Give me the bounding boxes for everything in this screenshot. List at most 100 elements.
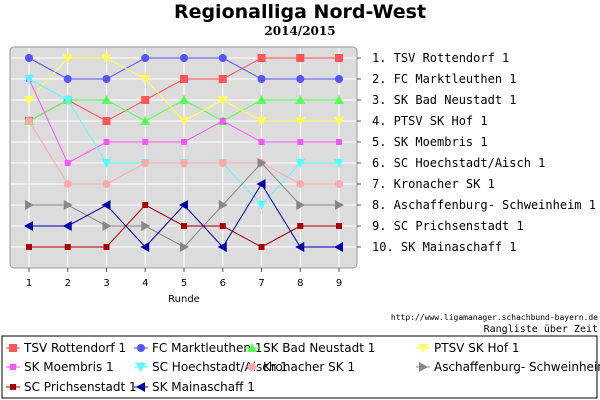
data-point [335, 200, 344, 210]
rank-label: 6. SC Hoechstadt/Aisch 1 [372, 156, 545, 170]
ranking-note: Rangliste über Zeit [484, 324, 598, 335]
data-point [101, 95, 112, 104]
data-point [101, 200, 111, 210]
rank-label: 3. SK Bad Neustadt 1 [372, 93, 517, 107]
data-point [102, 221, 112, 231]
data-point [335, 180, 343, 188]
rank-label: 1. TSV Rottendorf 1 [372, 51, 509, 65]
data-point [334, 242, 343, 252]
data-point [180, 242, 189, 252]
rank-label: 10. SK Mainaschaff 1 [372, 240, 517, 254]
data-point [295, 117, 306, 126]
rank-label: 7. Kronacher SK 1 [372, 177, 495, 191]
series-3 [24, 95, 344, 125]
data-point [24, 96, 34, 105]
legend-swatch-marker [9, 344, 17, 352]
legend-item: FC Marktleuthen 1 [134, 341, 262, 355]
data-point [141, 96, 150, 104]
x-tick-label: 2 [65, 278, 71, 289]
data-point [26, 244, 32, 250]
x-tick-label: 4 [142, 278, 148, 289]
rank-label: 9. SC Prichsenstadt 1 [372, 219, 524, 233]
x-tick-label: 1 [26, 278, 32, 289]
legend-swatch-marker [419, 362, 428, 372]
data-point [25, 54, 33, 62]
x-ticks: 1 2 3 4 5 6 7 8 9 [26, 268, 342, 289]
legend-label: SC Prichsenstadt 1 [24, 380, 137, 394]
legend-label: FC Marktleuthen 1 [152, 341, 262, 355]
data-point [335, 54, 343, 62]
data-point [295, 159, 306, 168]
data-point [141, 54, 150, 62]
legend-item: TSV Rottendorf 1 [6, 341, 126, 355]
x-tick-label: 8 [297, 278, 303, 289]
data-point [296, 54, 305, 62]
data-point [62, 96, 73, 105]
legend-swatch-marker [10, 384, 16, 390]
data-point [103, 139, 110, 145]
data-point [141, 221, 151, 231]
data-point [257, 54, 266, 62]
legend-swatch-marker [136, 382, 145, 392]
data-point [257, 75, 266, 83]
legend-item: SK Bad Neustadt 1 [245, 341, 375, 355]
data-point [63, 200, 73, 210]
data-point [64, 160, 71, 166]
data-point [180, 54, 188, 62]
data-point [181, 139, 187, 145]
data-point [334, 95, 344, 104]
data-point [218, 159, 227, 167]
data-point [295, 242, 305, 252]
legend-item: SC Prichsenstadt 1 [6, 380, 137, 394]
data-point [101, 54, 112, 63]
data-point [179, 117, 189, 126]
data-point [336, 139, 342, 145]
x-tick-label: 7 [258, 278, 264, 289]
data-point [140, 75, 151, 84]
data-point [63, 75, 72, 83]
legend-swatch-marker [248, 363, 256, 371]
data-point [179, 95, 189, 104]
data-point [218, 200, 228, 210]
plot-area [9, 46, 358, 269]
data-point [297, 139, 304, 145]
data-point [258, 139, 265, 145]
data-point [103, 244, 110, 250]
data-point [256, 201, 267, 210]
series-2 [25, 54, 343, 83]
data-point [296, 180, 305, 188]
data-point [64, 244, 71, 250]
data-point [63, 180, 72, 188]
data-point [101, 159, 112, 168]
data-point [24, 221, 33, 231]
data-point [102, 117, 111, 125]
data-point [257, 158, 267, 168]
legend-item: Kronacher SK 1 [245, 360, 355, 374]
legend-label: SK Moembris 1 [24, 360, 114, 374]
legend-item: Aschaffenburg- Schweinheim 1 [416, 360, 600, 374]
data-point [180, 75, 188, 83]
source-url: http://www.ligamanager.schachbund-bayern… [391, 313, 598, 322]
legend-swatch-marker [418, 344, 428, 353]
data-point [179, 200, 188, 210]
legend-item: SK Mainaschaff 1 [134, 380, 255, 394]
data-point [219, 118, 226, 124]
chart-subtitle: 2014/2015 [264, 24, 335, 38]
series-4 [24, 54, 344, 126]
data-point [141, 159, 150, 167]
data-point [218, 75, 227, 83]
x-axis-label: Runde [168, 294, 200, 305]
chart-title: Regionalliga Nord-West [174, 1, 426, 23]
rank-label: 5. SK Moembris 1 [372, 135, 488, 149]
data-point [142, 202, 149, 208]
data-point [217, 242, 227, 252]
legend-box [1, 335, 598, 399]
data-point [217, 96, 228, 105]
legend-label: Kronacher SK 1 [263, 360, 355, 374]
legend-item: SK Moembris 1 [6, 360, 114, 374]
rank-label: 2. FC Marktleuthen 1 [372, 72, 517, 86]
legend-label: PTSV SK Hof 1 [434, 341, 520, 355]
data-point [102, 180, 111, 188]
legend-item: PTSV SK Hof 1 [416, 341, 520, 355]
